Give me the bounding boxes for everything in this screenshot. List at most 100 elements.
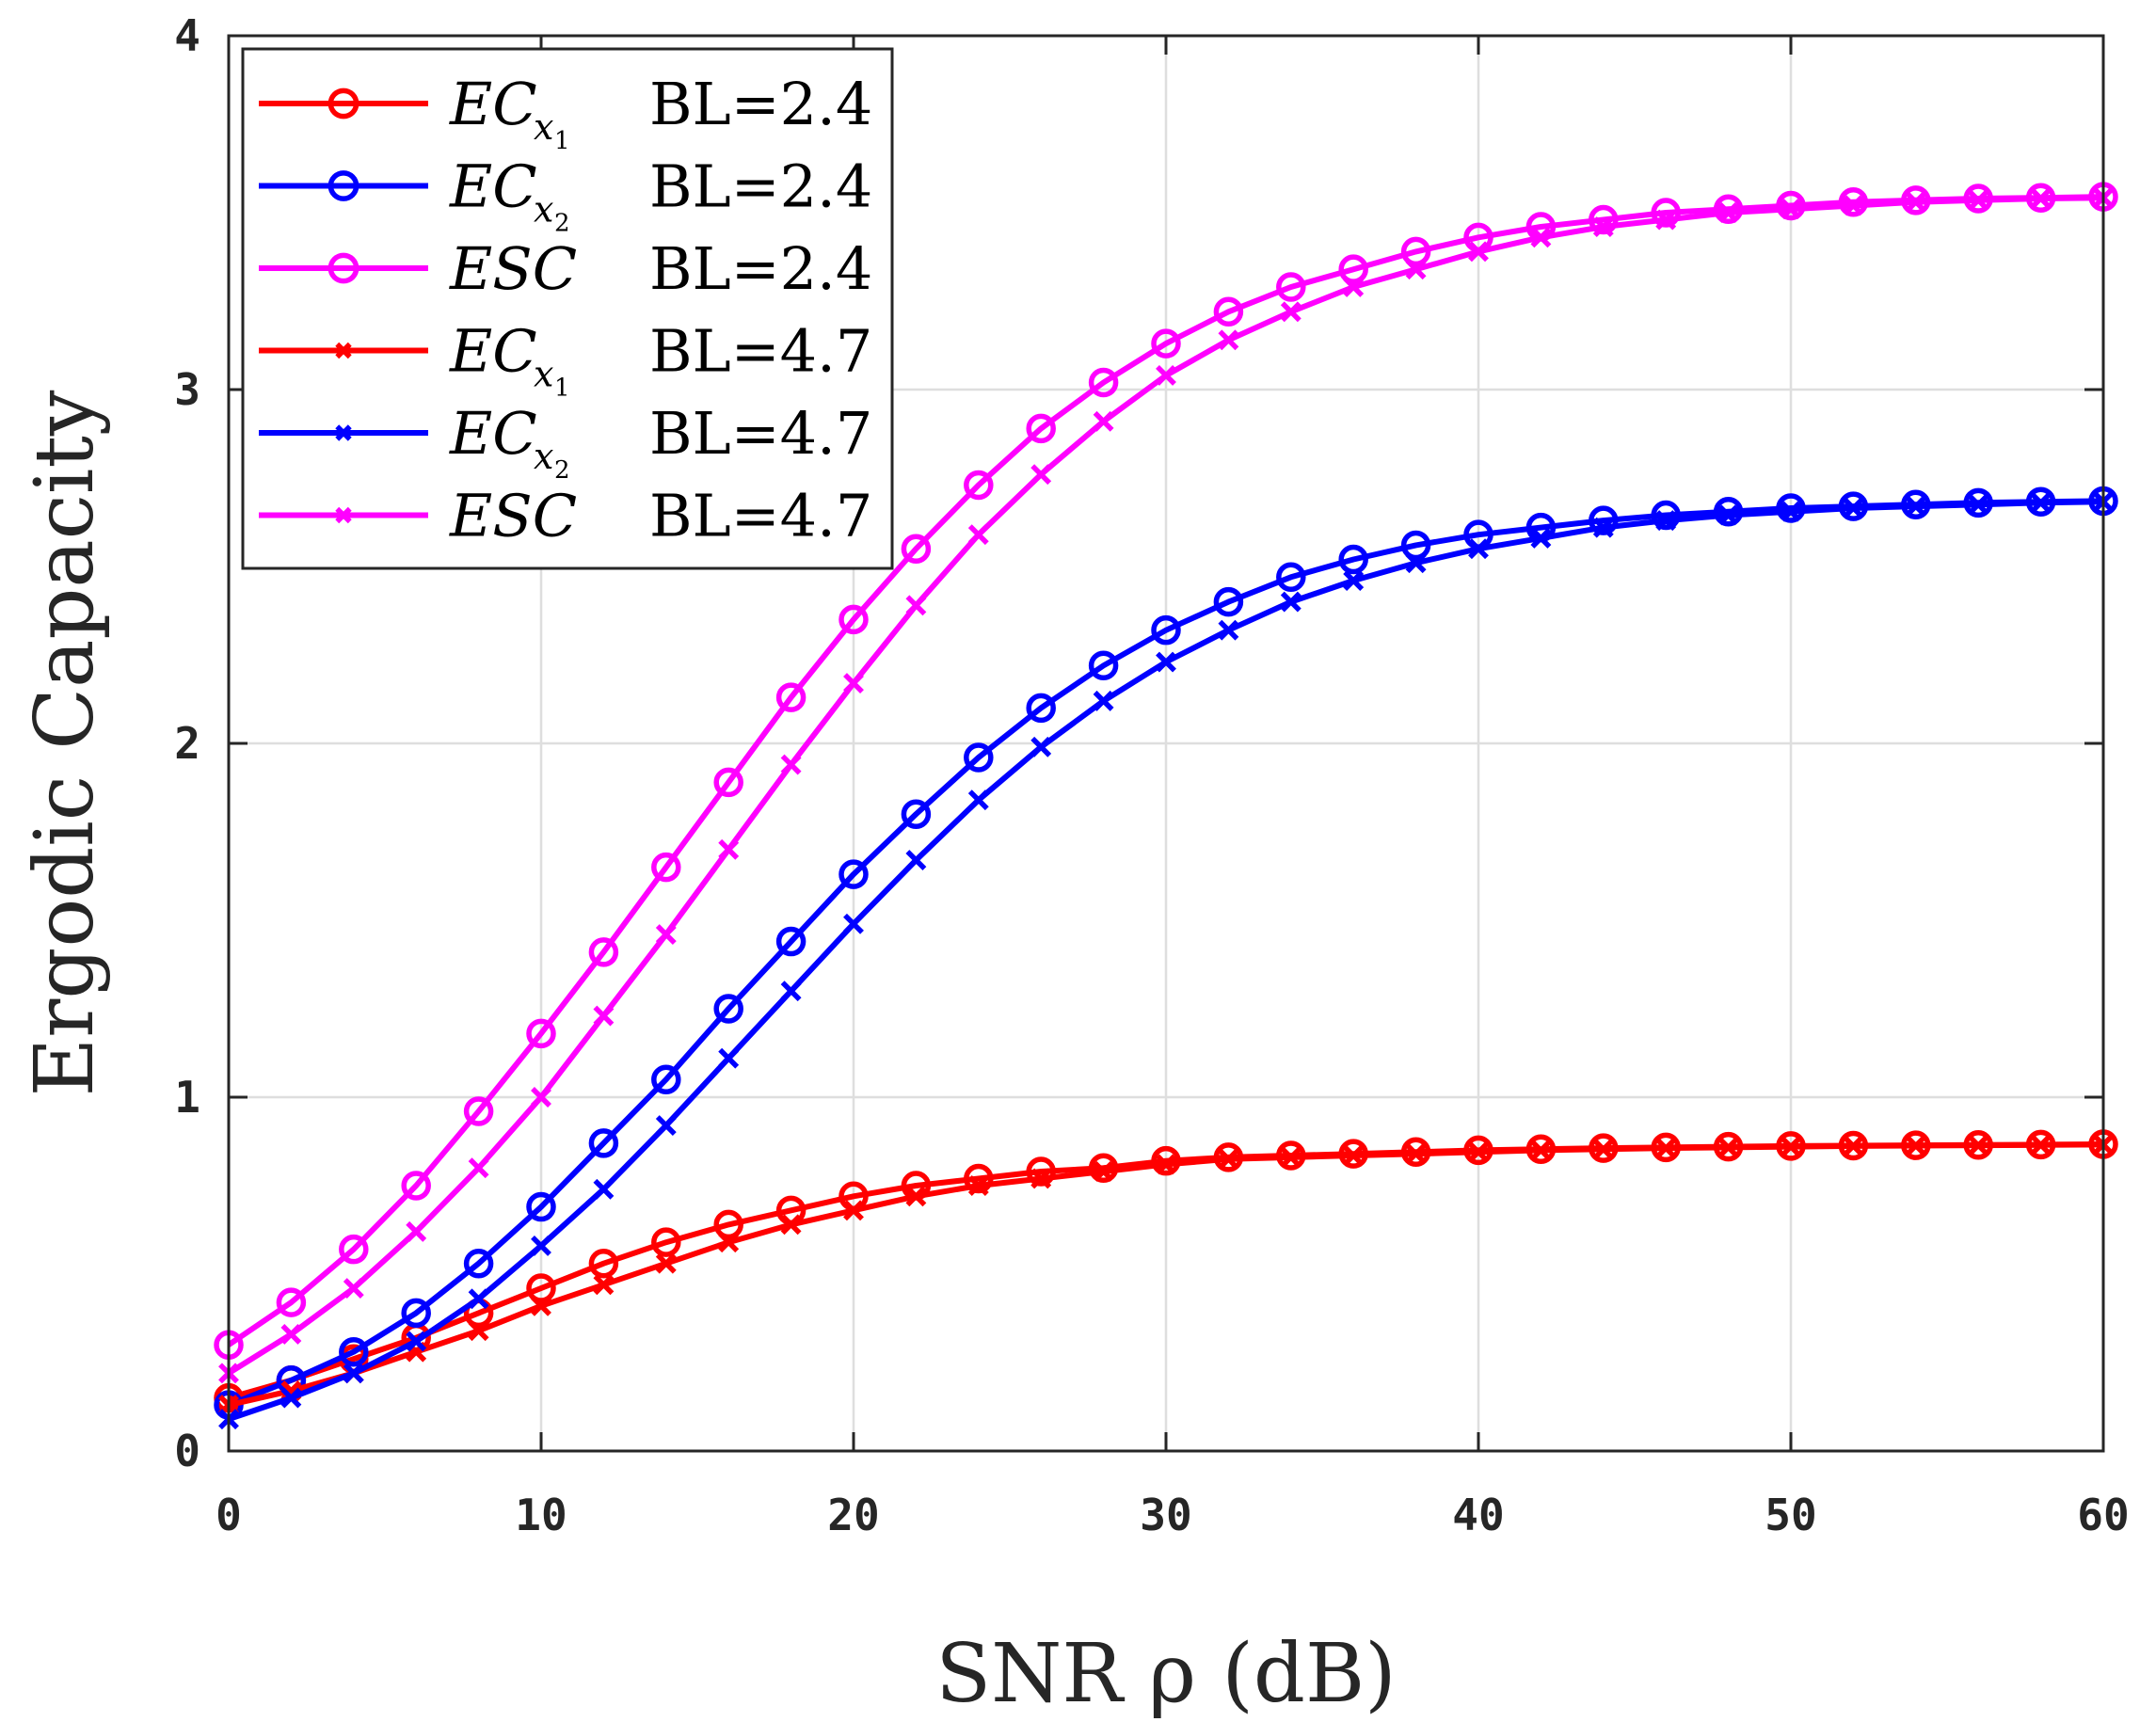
data-point-circle [964, 1163, 994, 1194]
data-point-circle [1213, 586, 1244, 617]
data-point-x [1592, 517, 1614, 538]
data-point-x [1530, 1140, 1552, 1161]
data-point-x [531, 1295, 551, 1316]
data-point-x [468, 1288, 489, 1310]
data-point-x [1717, 202, 1739, 223]
data-point-x [655, 924, 677, 945]
data-point-circle [463, 1248, 494, 1279]
data-point-x [1905, 191, 1926, 213]
data-point-x [1530, 227, 1552, 248]
legend-label: ESC [449, 482, 577, 550]
data-point-circle [1589, 505, 1619, 535]
data-point-x [406, 1331, 427, 1352]
legend-subscript: x [534, 189, 553, 231]
y-tick-label: 0 [174, 1426, 200, 1476]
data-point-circle [1213, 296, 1244, 327]
data-point-x [780, 754, 802, 775]
legend-bl-label: BL=2.4 [649, 152, 872, 221]
data-point-circle [838, 859, 869, 889]
data-point-x [1655, 510, 1677, 532]
data-point-circle [775, 926, 807, 957]
data-point-x [280, 1387, 302, 1409]
data-point-x [1030, 464, 1052, 486]
data-point-circle [964, 742, 994, 773]
data-point-x [1156, 365, 1176, 386]
data-point-circle [901, 534, 932, 564]
series-esc-bl-4-7 [218, 187, 2114, 1384]
legend-subsubscript: 1 [554, 375, 570, 403]
legend-subsubscript: 1 [554, 127, 570, 155]
data-point-circle [651, 1064, 681, 1094]
data-point-x [1968, 1135, 1989, 1156]
data-point-x [905, 1186, 927, 1207]
y-tick-label: 3 [174, 364, 200, 415]
data-point-x [593, 1005, 615, 1027]
legend-subsubscript: 2 [554, 210, 570, 238]
data-point-x [843, 673, 864, 694]
x-tick-label: 10 [515, 1490, 567, 1540]
data-point-x [1717, 504, 1739, 526]
data-point-x [1905, 496, 1926, 518]
legend-label: EC [449, 399, 537, 468]
data-point-circle [526, 1191, 556, 1222]
data-point-circle [713, 1209, 743, 1240]
data-point-circle [526, 1273, 556, 1303]
data-point-x [1781, 1136, 1801, 1157]
legend-subscript: x [534, 106, 553, 148]
x-tick-label: 20 [827, 1490, 879, 1540]
data-point-circle [1651, 500, 1681, 531]
data-point-circle [1151, 614, 1181, 646]
legend-subsubscript: 2 [554, 456, 570, 485]
data-point-x [1843, 498, 1864, 518]
y-tick-label: 1 [174, 1072, 200, 1123]
data-point-x [1655, 1138, 1677, 1159]
data-point-x [593, 1178, 615, 1200]
data-point-x [1843, 1135, 1864, 1156]
data-point-x [1468, 241, 1489, 263]
data-point-x [1781, 501, 1801, 522]
legend-entry: ECx 2 BL=4.7 [259, 399, 872, 485]
x-tick-label: 40 [1452, 1490, 1504, 1540]
data-point-circle [838, 604, 869, 635]
data-point-circle [401, 1171, 431, 1201]
data-point-x [1093, 410, 1114, 432]
legend-label: ESC [449, 234, 577, 303]
y-tick-label: 4 [174, 10, 200, 61]
data-point-circle [339, 1336, 369, 1367]
data-point-circle [713, 767, 743, 798]
legend-entry: ESC BL=4.7 [259, 482, 872, 550]
axis-ticks [227, 34, 2105, 1453]
data-point-circle [327, 252, 359, 284]
data-point-x [655, 1115, 677, 1137]
data-point-x [1156, 1154, 1176, 1175]
data-point-circle [1026, 1156, 1056, 1187]
x-tick-label: 30 [1140, 1490, 1191, 1540]
data-point-circle [1838, 186, 1869, 217]
data-point-x [967, 1175, 989, 1196]
data-point-x [1843, 195, 1864, 216]
series-ec-x2-bl-4-7 [218, 491, 2114, 1430]
data-point-x [1093, 1161, 1114, 1182]
legend-bl-label: BL=2.4 [649, 234, 872, 303]
series-group [214, 182, 2118, 1430]
data-point-x [468, 1320, 489, 1342]
data-point-circle [1026, 413, 1056, 444]
data-point-x [843, 1200, 864, 1221]
data-point-x [1530, 527, 1552, 549]
data-point-x [343, 1278, 364, 1299]
data-point-x [905, 850, 927, 871]
data-point-x [531, 1087, 551, 1108]
data-point-x [1030, 1168, 1052, 1189]
x-tick-label: 60 [2077, 1490, 2129, 1540]
data-point-x [406, 1220, 427, 1242]
legend-label: EC [449, 70, 537, 138]
data-point-circle [1338, 544, 1368, 575]
data-point-x [1218, 329, 1239, 351]
data-point-circle [651, 1227, 681, 1257]
data-point-circle [327, 88, 359, 120]
data-point-x [718, 1232, 740, 1253]
data-point-x [1905, 1135, 1926, 1156]
data-point-circle [1400, 236, 1431, 267]
